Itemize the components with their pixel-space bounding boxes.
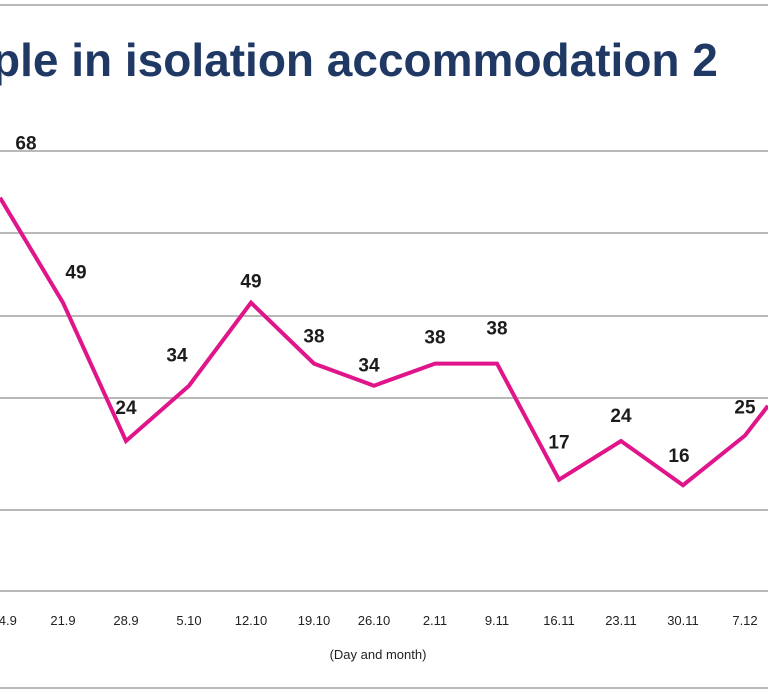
data-label: 38 (486, 319, 507, 340)
x-tick-label: 7.12 (732, 613, 757, 628)
series-line (0, 196, 768, 488)
x-tick-label: 21.9 (50, 613, 75, 628)
x-axis-ticks: .4.9 21.9 28.9 5.10 12.10 19.10 26.10 2.11 9.11 1… (0, 613, 758, 628)
gridlines (0, 4, 768, 689)
chart-title: ple in isolation accommodation 2 (0, 34, 718, 86)
data-label: 16 (668, 446, 689, 467)
x-tick-label: 30.11 (667, 613, 699, 628)
x-tick-label: 5.10 (176, 613, 201, 628)
x-axis-label: (Day and month) (330, 647, 427, 662)
data-label: 24 (115, 398, 137, 419)
data-label: 25 (734, 397, 756, 418)
x-tick-label: 26.10 (358, 613, 391, 628)
data-label: 34 (358, 356, 380, 377)
data-labels: 68 49 24 34 49 38 34 38 38 17 24 16 25 (15, 134, 756, 468)
data-label: 38 (424, 328, 445, 349)
x-tick-label: 19.10 (298, 613, 331, 628)
x-tick-label: 23.11 (605, 613, 637, 628)
x-tick-label: 9.11 (485, 613, 509, 628)
data-label: 49 (240, 272, 261, 293)
data-label: 17 (548, 433, 569, 454)
x-tick-label: 28.9 (113, 613, 138, 628)
data-label: 68 (15, 134, 36, 155)
x-tick-label: .4.9 (0, 613, 17, 628)
x-tick-label: 12.10 (235, 613, 268, 628)
data-label: 34 (166, 346, 188, 367)
data-label: 38 (303, 327, 324, 348)
x-tick-label: 16.11 (543, 613, 575, 628)
data-label: 49 (65, 263, 86, 284)
data-label: 24 (610, 406, 632, 427)
x-tick-label: 2.11 (423, 613, 447, 628)
